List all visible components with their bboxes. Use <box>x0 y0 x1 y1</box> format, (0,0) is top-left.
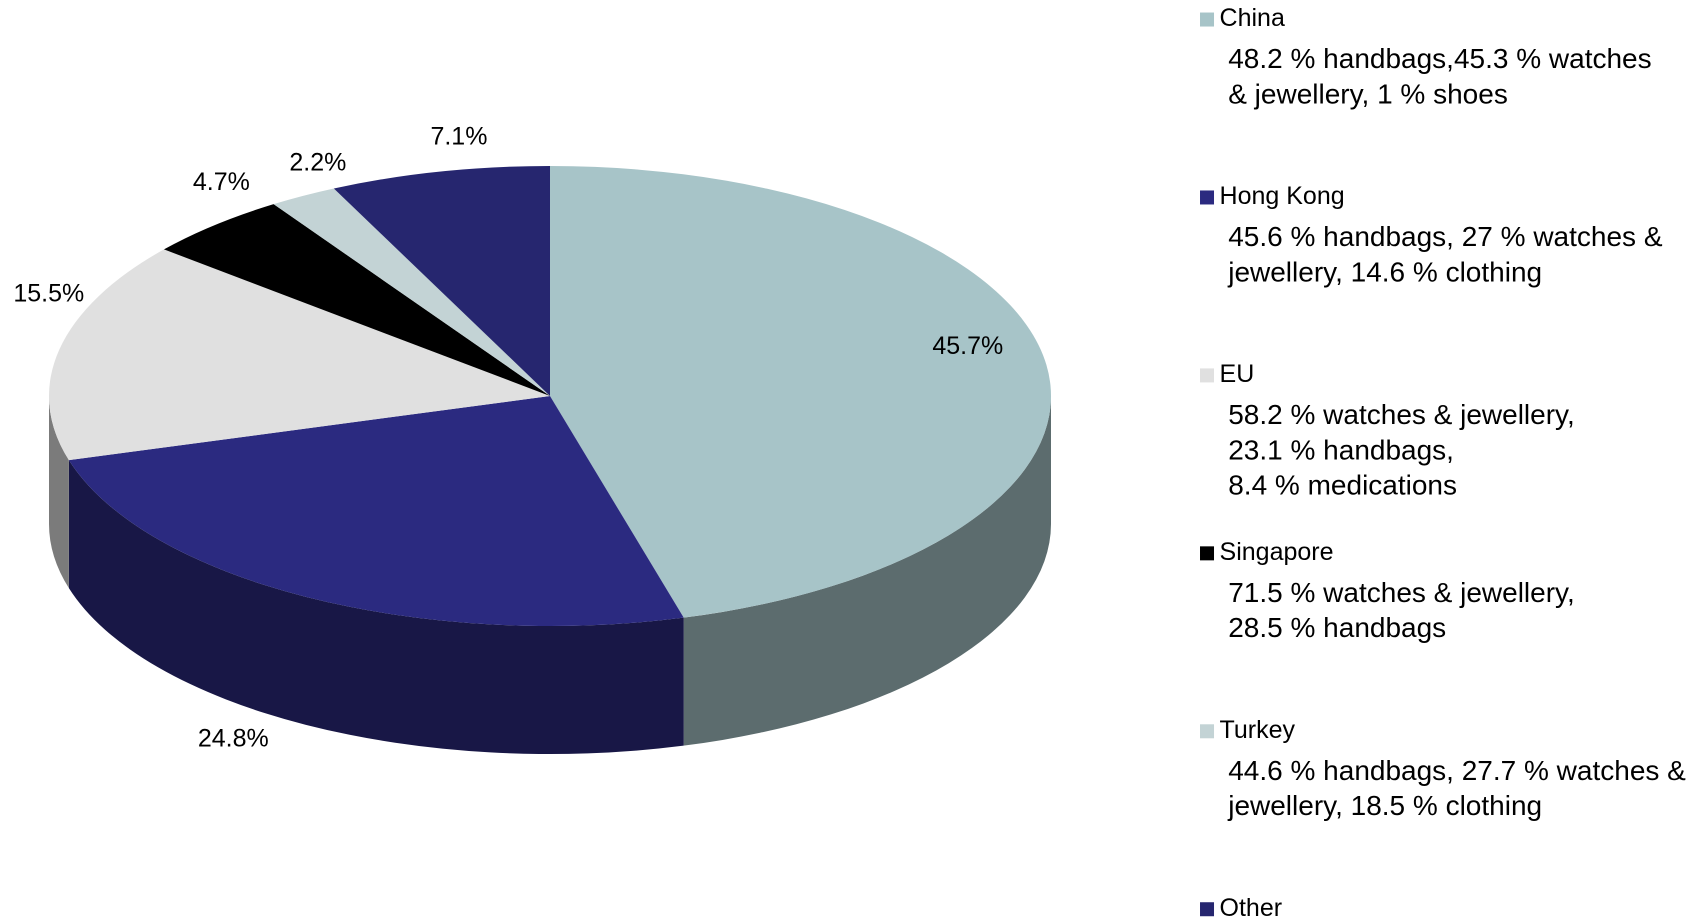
legend-description: 44.6 % handbags, 27.7 % watches & <box>1228 755 1686 786</box>
data-label: 45.7% <box>932 332 1003 360</box>
legend-description: 23.1 % handbags, <box>1228 434 1454 465</box>
legend-description: jewellery, 18.5 % clothing <box>1227 790 1542 821</box>
data-label: 15.5% <box>13 280 84 308</box>
legend-description: 45.6 % handbags, 27 % watches & <box>1228 221 1663 252</box>
legend-description: 71.5 % watches & jewellery, <box>1228 577 1575 608</box>
slice <box>163 204 550 396</box>
legend-swatch <box>1200 546 1215 561</box>
legend-swatch <box>1200 368 1215 383</box>
legend-label: Hong Kong <box>1220 182 1345 210</box>
slice <box>68 396 684 626</box>
legend-swatch <box>1200 724 1215 739</box>
slice-side <box>683 396 1051 746</box>
legend-description: jewellery, 14.6 % clothing <box>1227 256 1542 287</box>
data-label: 7.1% <box>430 122 487 150</box>
legend-swatch <box>1200 12 1215 27</box>
data-label: 24.8% <box>198 725 269 753</box>
slice <box>273 188 550 396</box>
legend-swatch <box>1200 190 1215 205</box>
legend-label: China <box>1220 4 1285 32</box>
slice <box>333 166 550 396</box>
legend-label: Turkey <box>1220 716 1296 744</box>
legend-label: EU <box>1220 360 1255 388</box>
legend-description: 58.2 % watches & jewellery, <box>1228 399 1575 430</box>
legend-label: Singapore <box>1220 538 1334 566</box>
slice <box>550 166 1051 618</box>
slice <box>48 249 551 461</box>
slice-side <box>68 460 684 754</box>
legend-description: 28.5 % handbags <box>1228 612 1446 643</box>
data-label: 4.7% <box>193 168 250 196</box>
legend-label: Other <box>1220 894 1283 917</box>
slice-side <box>49 396 69 589</box>
legend-description: & jewellery, 1 % shoes <box>1228 78 1508 109</box>
legend-description: 8.4 % medications <box>1228 470 1457 501</box>
legend-swatch <box>1200 902 1215 917</box>
data-label: 2.2% <box>289 148 346 176</box>
legend-description: 48.2 % handbags,45.3 % watches <box>1228 43 1651 74</box>
